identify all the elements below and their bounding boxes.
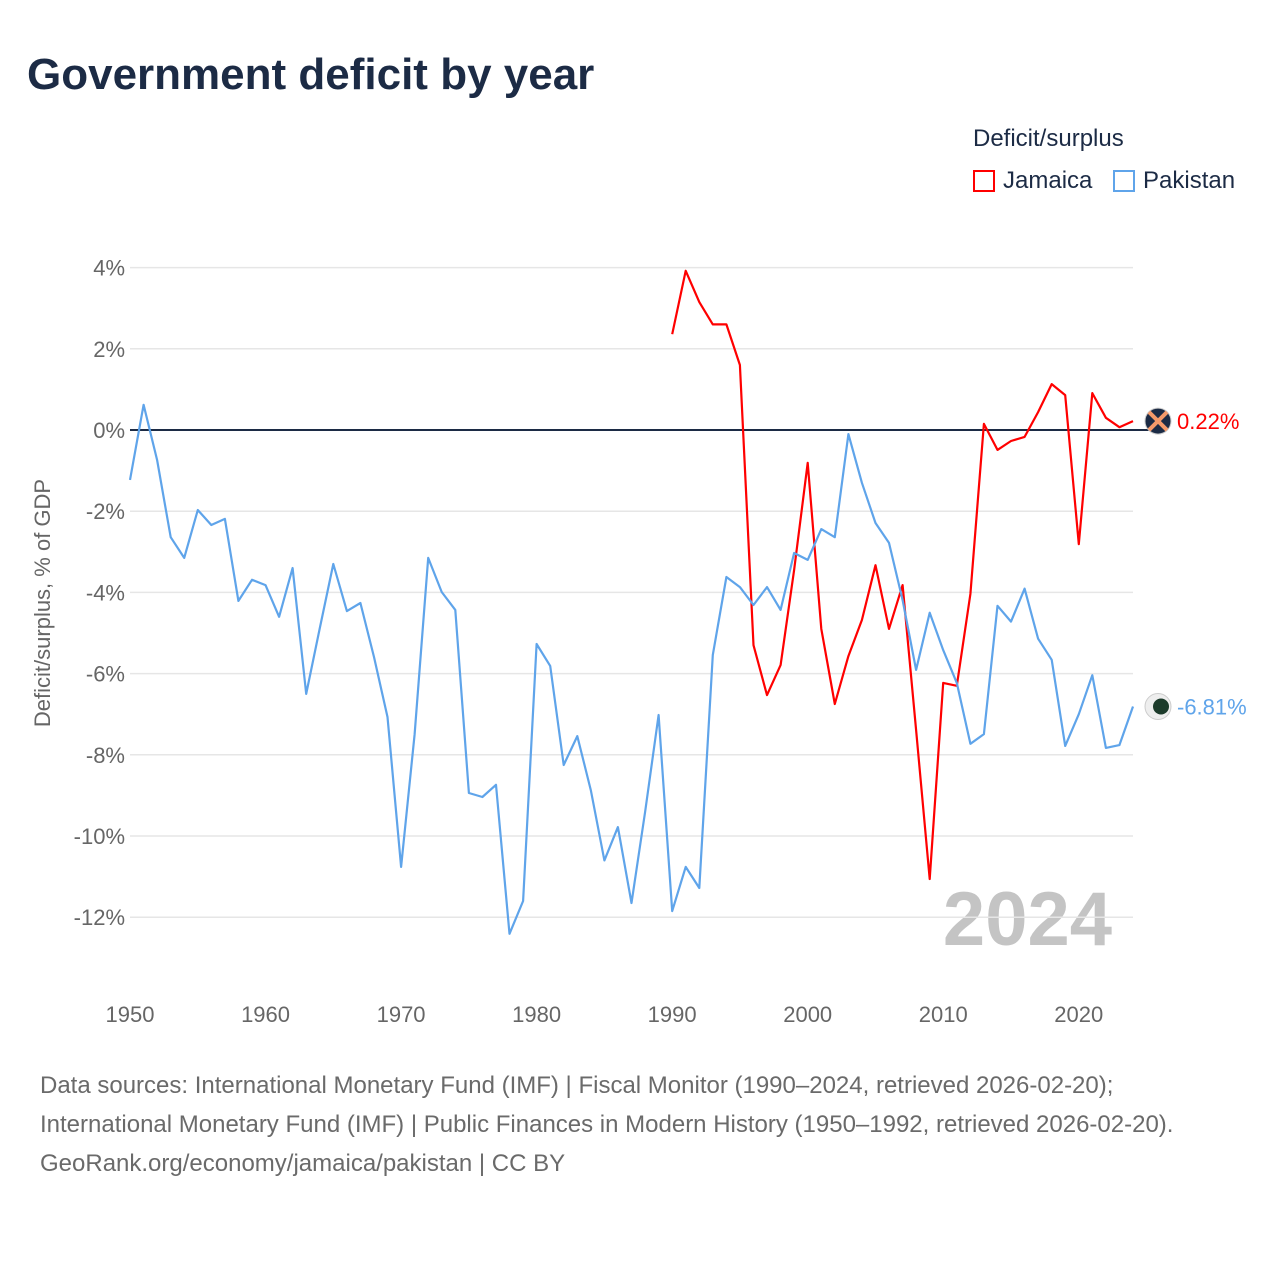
footer: Data sources: International Monetary Fun… xyxy=(40,1066,1240,1183)
y-tick-label: -2% xyxy=(86,499,125,524)
y-tick-label: 0% xyxy=(93,418,125,443)
credit-link[interactable]: GeoRank.org/economy/jamaica/pakistan | C… xyxy=(40,1150,566,1177)
x-tick-label: 1990 xyxy=(648,1002,697,1027)
end-label-jamaica: 0.22% xyxy=(1177,409,1239,434)
x-tick-label: 1970 xyxy=(377,1002,426,1027)
legend-label-pakistan: Pakistan xyxy=(1143,167,1236,194)
chart-title: Government deficit by year xyxy=(27,50,595,99)
legend-title: Deficit/surplus xyxy=(973,125,1124,152)
flag-cross xyxy=(1147,410,1169,432)
x-tick-label: 2000 xyxy=(783,1002,832,1027)
legend-swatch-jamaica xyxy=(973,170,995,192)
y-tick-label: -4% xyxy=(86,580,125,605)
series-line-pakistan xyxy=(128,403,1135,935)
data-sources: Data sources: International Monetary Fun… xyxy=(40,1072,1174,1138)
y-tick-label: -8% xyxy=(86,743,125,768)
legend-item-pakistan[interactable]: Pakistan xyxy=(1113,167,1235,195)
y-tick-label: 2% xyxy=(93,337,125,362)
x-tick-label: 1960 xyxy=(241,1002,290,1027)
end-label-pakistan: -6.81% xyxy=(1177,694,1247,719)
y-tick-label: 4% xyxy=(93,256,125,281)
legend-label-jamaica: Jamaica xyxy=(1003,167,1093,194)
legend-swatch-pakistan xyxy=(1113,170,1135,192)
x-tick-label: 2010 xyxy=(919,1002,968,1027)
x-tick-label: 1980 xyxy=(512,1002,561,1027)
series-line-jamaica xyxy=(671,269,1134,881)
line-chart: 2024 4% 2% 0% -2% -4% -6% -8% -10% -12% 1950 1960 19… xyxy=(30,256,1247,1027)
x-tick-label: 2020 xyxy=(1054,1002,1103,1027)
x-tick-label: 1950 xyxy=(106,1002,155,1027)
legend-item-jamaica[interactable]: Jamaica xyxy=(973,167,1092,195)
year-watermark: 2024 xyxy=(943,877,1112,962)
y-tick-label: -6% xyxy=(86,662,125,687)
flag-field xyxy=(1153,698,1169,715)
y-tick-label: -12% xyxy=(74,905,125,930)
y-axis-label: Deficit/surplus, % of GDP xyxy=(30,479,55,727)
y-tick-label: -10% xyxy=(74,824,125,849)
